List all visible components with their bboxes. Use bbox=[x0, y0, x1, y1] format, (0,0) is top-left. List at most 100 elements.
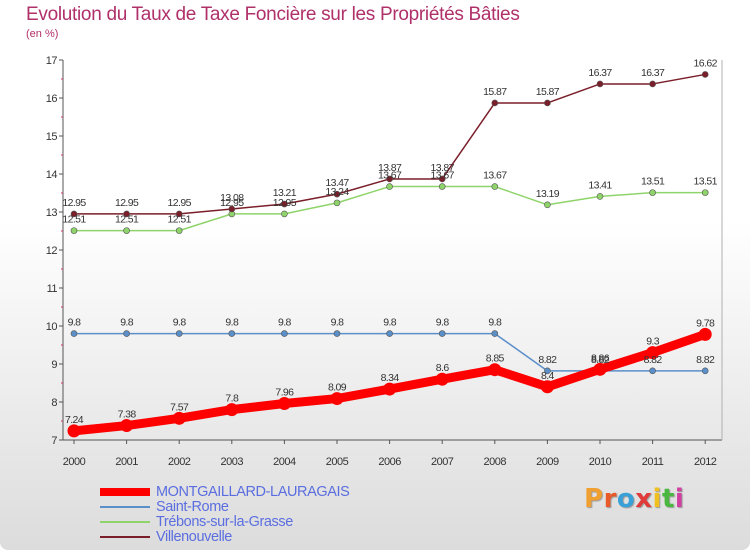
data-label: 13.87 bbox=[431, 162, 455, 174]
data-point bbox=[435, 372, 449, 386]
data-label: 9.8 bbox=[331, 317, 345, 329]
data-label: 12.95 bbox=[273, 197, 297, 209]
data-label: 9.3 bbox=[646, 336, 660, 348]
data-label: 9.8 bbox=[436, 317, 450, 329]
data-label: 8.82 bbox=[696, 354, 715, 366]
data-point bbox=[491, 330, 499, 337]
legend-swatch bbox=[100, 521, 150, 523]
data-label: 9.8 bbox=[68, 317, 82, 329]
chart-title: Evolution du Taux de Taxe Foncière sur l… bbox=[26, 4, 520, 25]
data-point bbox=[70, 227, 78, 234]
data-point bbox=[488, 363, 502, 377]
legend-swatch bbox=[100, 506, 150, 508]
data-label: 8.86 bbox=[591, 352, 610, 364]
data-point bbox=[123, 227, 130, 234]
data-point bbox=[491, 99, 499, 107]
data-point bbox=[330, 392, 344, 406]
data-label: 7.8 bbox=[225, 393, 239, 405]
data-point bbox=[593, 362, 607, 376]
x-tick-label: 2010 bbox=[589, 456, 612, 468]
data-label: 13.51 bbox=[694, 176, 718, 188]
data-point bbox=[540, 380, 554, 394]
data-point bbox=[175, 330, 183, 337]
data-label: 9.8 bbox=[120, 317, 134, 329]
logo-letter: i bbox=[674, 484, 685, 514]
data-point bbox=[701, 189, 709, 196]
data-label: 9.8 bbox=[278, 317, 292, 329]
logo-letter: r bbox=[603, 484, 617, 514]
data-point bbox=[649, 189, 656, 196]
data-label: 9.8 bbox=[173, 317, 187, 329]
data-point bbox=[386, 330, 393, 337]
data-label: 12.51 bbox=[168, 214, 192, 226]
legend-swatch bbox=[100, 488, 150, 496]
data-point bbox=[172, 411, 186, 425]
data-point bbox=[281, 330, 288, 337]
data-label: 7.57 bbox=[170, 401, 189, 413]
data-label: 13.67 bbox=[378, 170, 402, 182]
data-label: 8.09 bbox=[328, 382, 347, 394]
data-point bbox=[281, 210, 288, 218]
data-point bbox=[649, 367, 656, 375]
logo-letter: t bbox=[661, 484, 675, 514]
data-label: 8.82 bbox=[538, 354, 557, 366]
y-tick-label: 16 bbox=[46, 93, 58, 105]
data-label: 7.24 bbox=[65, 414, 84, 426]
data-point bbox=[70, 330, 78, 337]
x-tick-label: 2011 bbox=[642, 456, 664, 468]
data-label: 9.8 bbox=[383, 317, 397, 329]
data-label: 8.34 bbox=[381, 372, 400, 384]
data-point bbox=[701, 71, 709, 78]
data-point bbox=[438, 183, 446, 190]
y-tick-label: 17 bbox=[46, 55, 58, 67]
data-label: 16.62 bbox=[694, 57, 718, 69]
data-point bbox=[438, 175, 446, 183]
data-label: 13.87 bbox=[378, 162, 402, 174]
x-tick-label: 2009 bbox=[536, 456, 559, 468]
logo-letter: x bbox=[635, 484, 653, 514]
x-tick-label: 2000 bbox=[63, 456, 86, 468]
axes: 7 8 9 10 11 12 13 14 15 16 17 2000 2001 2002 2003 2004 2… bbox=[46, 55, 723, 468]
x-tick-label: 2001 bbox=[115, 456, 138, 468]
data-point bbox=[701, 367, 709, 375]
data-point bbox=[646, 346, 660, 360]
data-label: 12.95 bbox=[168, 197, 192, 209]
data-label: 9.8 bbox=[225, 317, 239, 329]
data-label: 16.37 bbox=[641, 67, 665, 79]
y-tick-label: 10 bbox=[46, 321, 58, 333]
x-tick-label: 2007 bbox=[431, 456, 454, 468]
legend-label: Saint-Rome bbox=[156, 499, 229, 515]
x-tick-label: 2012 bbox=[694, 456, 717, 468]
x-tick-label: 2002 bbox=[168, 456, 191, 468]
legend-label: MONTGAILLARD-LAURAGAIS bbox=[156, 484, 350, 500]
x-tick-label: 2003 bbox=[221, 456, 244, 468]
data-point bbox=[386, 183, 393, 190]
data-label: 12.95 bbox=[115, 197, 139, 209]
logo-letter: i bbox=[652, 484, 662, 514]
data-label: 7.38 bbox=[118, 409, 137, 421]
data-label: 12.95 bbox=[220, 197, 244, 209]
legend-label: Villenouvelle bbox=[156, 529, 232, 545]
data-label: 13.08 bbox=[220, 192, 244, 204]
data-point bbox=[225, 403, 239, 417]
data-point bbox=[596, 80, 604, 88]
series-line-3 bbox=[73, 73, 706, 215]
data-point bbox=[175, 210, 183, 218]
y-tick-label: 11 bbox=[47, 283, 58, 295]
x-tick-label: 2005 bbox=[326, 456, 349, 468]
data-point bbox=[438, 330, 446, 337]
data-point bbox=[386, 175, 393, 183]
data-label: 12.51 bbox=[115, 214, 139, 226]
x-tick-label: 2006 bbox=[378, 456, 401, 468]
data-point bbox=[596, 193, 604, 200]
data-label: 12.51 bbox=[62, 214, 86, 226]
data-point bbox=[228, 205, 236, 213]
data-label: 8.4 bbox=[541, 370, 555, 382]
data-label: 12.95 bbox=[62, 197, 86, 209]
data-label: 13.67 bbox=[483, 170, 507, 182]
data-point bbox=[491, 183, 499, 190]
data-label: 8.82 bbox=[644, 354, 663, 366]
y-tick-label: 13 bbox=[46, 207, 58, 219]
